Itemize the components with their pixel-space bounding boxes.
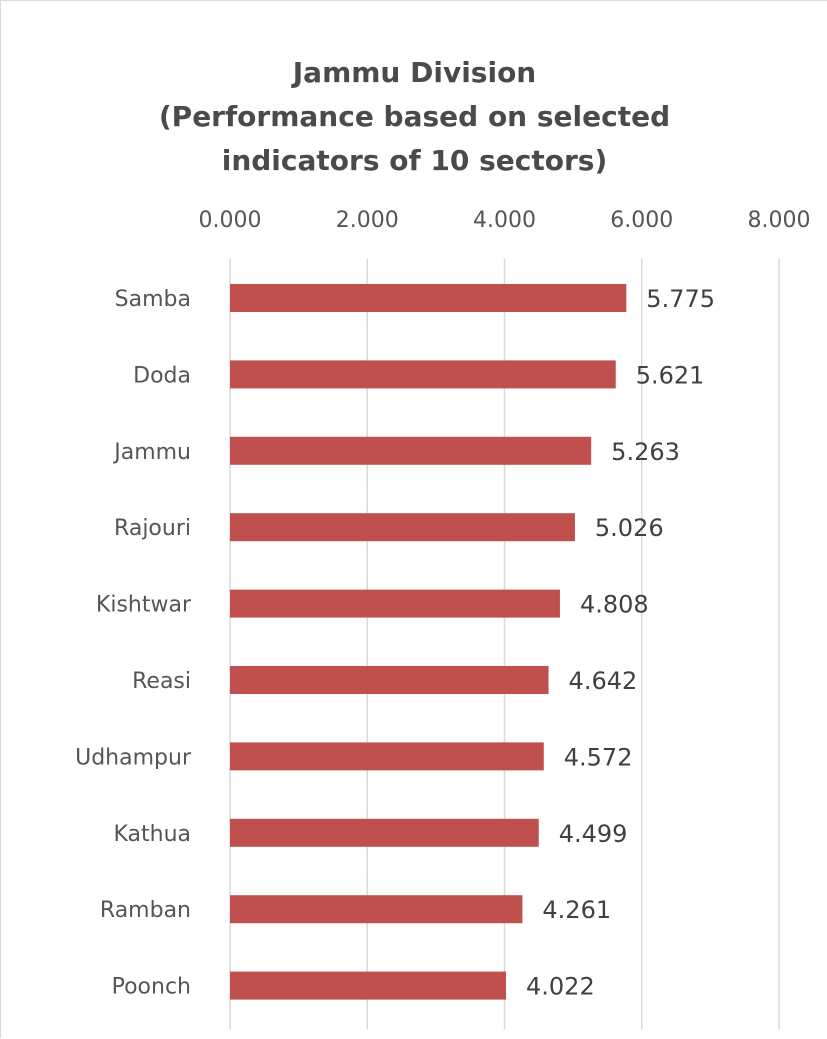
bar-udhampur	[230, 742, 544, 771]
bar-ramban	[230, 895, 523, 924]
bar-reasi	[230, 666, 549, 694]
category-label-ramban: Ramban	[100, 898, 191, 923]
category-label-jammu: Jammu	[112, 440, 191, 465]
category-label-reasi: Reasi	[132, 669, 191, 694]
category-label-kathua: Kathua	[113, 822, 191, 847]
bar-samba	[230, 284, 627, 312]
data-label-kathua: 4.499	[559, 820, 628, 848]
chart-title-line-2: (Performance based on selected	[158, 100, 671, 133]
category-label-doda: Doda	[133, 363, 191, 388]
category-label-udhampur: Udhampur	[75, 745, 192, 770]
data-label-rajouri: 5.026	[595, 514, 664, 542]
bars	[230, 284, 627, 1000]
data-label-kishtwar: 4.808	[580, 591, 649, 619]
category-labels: Samba Doda Jammu Rajouri Kishtwar Reasi Udhamp…	[75, 287, 192, 1000]
data-label-udhampur: 4.572	[564, 743, 633, 771]
bar-jammu	[230, 436, 592, 465]
category-label-rajouri: Rajouri	[114, 516, 191, 541]
chart-title-line-1: Jammu Division	[292, 56, 537, 89]
data-label-samba: 5.775	[646, 285, 715, 313]
bar-kathua	[230, 818, 539, 847]
data-labels: 5.775 5.621 5.263 5.026 4.808 4.642 4.572 4.499…	[526, 285, 715, 1001]
data-label-ramban: 4.261	[542, 896, 611, 924]
x-tick-label: 2.000	[336, 208, 399, 233]
bar-doda	[230, 360, 616, 389]
data-label-poonch: 4.022	[526, 973, 595, 1001]
category-label-kishtwar: Kishtwar	[96, 593, 192, 618]
bar-kishtwar	[230, 589, 560, 618]
bar-rajouri	[230, 513, 575, 542]
x-axis-ticks: 0.000 2.000 4.000 6.000 8.000	[199, 208, 811, 233]
category-label-poonch: Poonch	[112, 975, 191, 1000]
data-label-jammu: 5.263	[611, 438, 680, 466]
category-label-samba: Samba	[115, 287, 191, 312]
x-tick-label: 8.000	[748, 208, 811, 233]
data-label-reasi: 4.642	[569, 667, 638, 695]
chart-title-line-3: indicators of 10 sectors)	[221, 144, 608, 177]
data-label-doda: 5.621	[636, 361, 705, 389]
x-tick-label: 0.000	[199, 208, 262, 233]
bar-poonch	[230, 971, 507, 1000]
x-tick-label: 4.000	[473, 208, 536, 233]
x-tick-label: 6.000	[610, 208, 673, 233]
